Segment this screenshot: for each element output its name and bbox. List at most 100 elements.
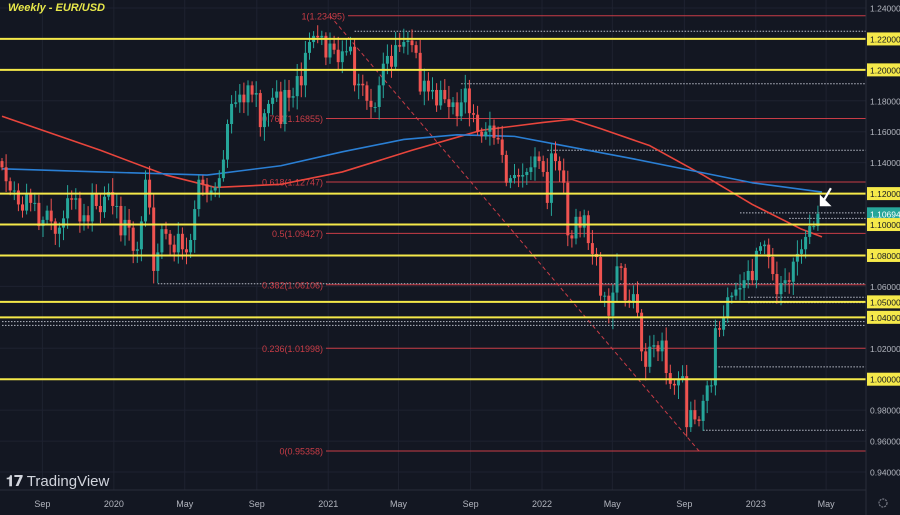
candle — [41, 216, 45, 237]
candle-body — [336, 49, 340, 63]
candle — [631, 285, 635, 309]
candle-body — [131, 227, 135, 251]
candle-body — [185, 249, 188, 253]
candle-body — [98, 205, 102, 213]
candle — [582, 209, 586, 238]
candle-body — [738, 287, 742, 290]
candle-body — [57, 227, 61, 234]
candle-body — [504, 154, 508, 183]
candle — [644, 343, 648, 381]
candle-body — [160, 229, 164, 253]
candle-body — [123, 219, 127, 236]
candle-body — [242, 94, 246, 103]
settings-gear-icon[interactable] — [878, 498, 888, 508]
tradingview-logo[interactable]: 𝟏𝟳 TradingView — [6, 472, 109, 491]
candle-body — [496, 137, 500, 140]
candle-body — [697, 419, 701, 421]
price-axis-label: 1.04000 — [870, 313, 900, 323]
candle-body — [385, 55, 389, 64]
candle — [533, 147, 537, 181]
candle — [537, 151, 541, 169]
candle-body — [603, 295, 607, 297]
candle — [189, 233, 193, 259]
candle — [447, 85, 451, 119]
price-axis-label: 0.96000 — [870, 437, 900, 447]
candle — [156, 243, 160, 284]
candle — [16, 183, 20, 212]
price-axis-label: 1.02000 — [870, 344, 900, 354]
candle-body — [570, 235, 574, 239]
candle-body — [144, 179, 147, 222]
candle — [299, 62, 303, 98]
candle-body — [500, 139, 504, 155]
candle-body — [168, 233, 172, 245]
candle-body — [554, 153, 557, 162]
candle-body — [459, 102, 463, 117]
candle-body — [722, 317, 726, 330]
candle — [467, 79, 471, 127]
candle — [455, 92, 459, 127]
fib-level-label: 0.5(1.09427) — [272, 229, 323, 239]
candle — [558, 156, 562, 183]
candle-body — [279, 91, 283, 124]
candle — [722, 305, 726, 337]
candle-body — [590, 243, 594, 254]
candle — [689, 401, 693, 432]
candle — [390, 44, 393, 78]
candle-body — [238, 94, 242, 103]
candle — [504, 150, 508, 187]
fib-level-label: 0.236(1.01998) — [262, 344, 323, 354]
candle-body — [271, 97, 275, 104]
candle — [636, 281, 639, 318]
price-axis-label: 1.14000 — [870, 158, 900, 168]
candle-body — [119, 205, 123, 236]
candle — [242, 82, 246, 114]
candle-body — [377, 85, 381, 107]
price-label-box — [867, 248, 900, 262]
candle — [12, 181, 16, 201]
time-axis-label: 2021 — [318, 499, 338, 509]
price-label-box — [867, 218, 900, 232]
candle-body — [230, 103, 234, 124]
candle-body — [701, 400, 705, 421]
candle — [254, 81, 258, 108]
moving-average-blue — [1, 134, 823, 193]
fib-level-label: 0.382(1.06106) — [262, 280, 323, 290]
candle — [648, 335, 652, 373]
time-axis-label: 2020 — [104, 499, 124, 509]
candle-body — [435, 89, 439, 106]
candle-body — [308, 42, 311, 53]
candle — [74, 188, 78, 210]
candle-body — [422, 80, 426, 92]
candle — [808, 214, 812, 245]
candle-body — [545, 171, 549, 203]
candle-body — [373, 106, 377, 108]
candle — [426, 72, 430, 101]
candle-body — [217, 178, 221, 188]
candle-body — [804, 236, 808, 250]
candle-body — [115, 205, 119, 207]
candle — [443, 79, 447, 104]
candle-body — [410, 40, 414, 46]
price-axis-label: 1.20000 — [870, 65, 900, 75]
candle — [586, 210, 590, 250]
candle — [750, 258, 754, 286]
candle-body — [517, 175, 521, 177]
candle — [701, 394, 705, 431]
candle — [705, 380, 709, 414]
price-axis-label: 1.08000 — [870, 251, 900, 261]
candle — [316, 25, 320, 44]
price-label-box — [867, 372, 900, 386]
candle — [287, 80, 291, 112]
candle-body — [467, 88, 471, 114]
candle-body — [53, 221, 57, 234]
candle — [123, 206, 127, 246]
candle-body — [787, 280, 791, 282]
candle-body — [521, 175, 525, 177]
candle-body — [398, 45, 402, 47]
candle — [500, 125, 504, 163]
candle — [574, 208, 578, 245]
candle-body — [320, 35, 324, 38]
candle — [775, 261, 779, 304]
